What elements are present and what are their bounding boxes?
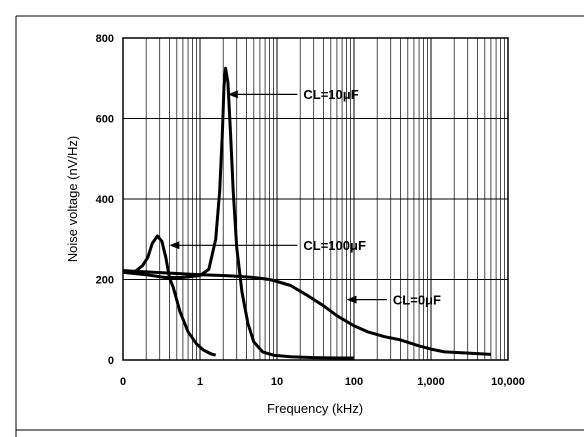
annotation-arrow-head xyxy=(346,295,357,304)
y-tick-label: 600 xyxy=(96,114,114,126)
y-tick-label: 0 xyxy=(108,355,114,367)
series-line-3 xyxy=(122,269,491,356)
x-tick-label: 10 xyxy=(271,376,283,388)
series-line-2 xyxy=(123,234,217,357)
y-axis-label: Noise voltage (nV/Hz) xyxy=(65,136,80,262)
series-label-rest: =100μF xyxy=(321,238,366,253)
y-tick-label: 800 xyxy=(96,33,114,45)
x-tick-label: 1 xyxy=(197,376,203,388)
x-tick-label: 0 xyxy=(120,376,126,388)
annotation-arrow-head xyxy=(169,241,180,250)
series-label-3: CL=0μF xyxy=(393,292,441,307)
series-label-rest: =10μF xyxy=(321,87,359,102)
y-tick-label: 400 xyxy=(96,194,114,206)
x-tick-label: 1,000 xyxy=(417,376,445,388)
series-label-2: CL=100μF xyxy=(303,238,366,253)
y-tick-labels: 0 200 400 600 800 xyxy=(96,33,114,367)
annotation-arrow-head xyxy=(227,90,238,99)
plot-area xyxy=(122,37,509,361)
x-tick-label: 10,000 xyxy=(491,376,525,388)
series-line-1 xyxy=(122,66,354,360)
series-label-1: CL=10μF xyxy=(303,87,358,102)
series-label-main: CL xyxy=(303,238,320,253)
x-axis-label: Frequency (kHz) xyxy=(267,401,363,416)
x-tick-labels: 0 1 10 100 1,000 10,000 xyxy=(120,376,525,388)
series-label-main: CL xyxy=(303,87,320,102)
x-tick-label: 100 xyxy=(345,376,363,388)
series-label-main: CL xyxy=(393,292,410,307)
grid xyxy=(123,38,508,360)
y-tick-label: 200 xyxy=(96,275,114,287)
series-label-rest: =0μF xyxy=(410,292,441,307)
series-group xyxy=(122,66,491,360)
